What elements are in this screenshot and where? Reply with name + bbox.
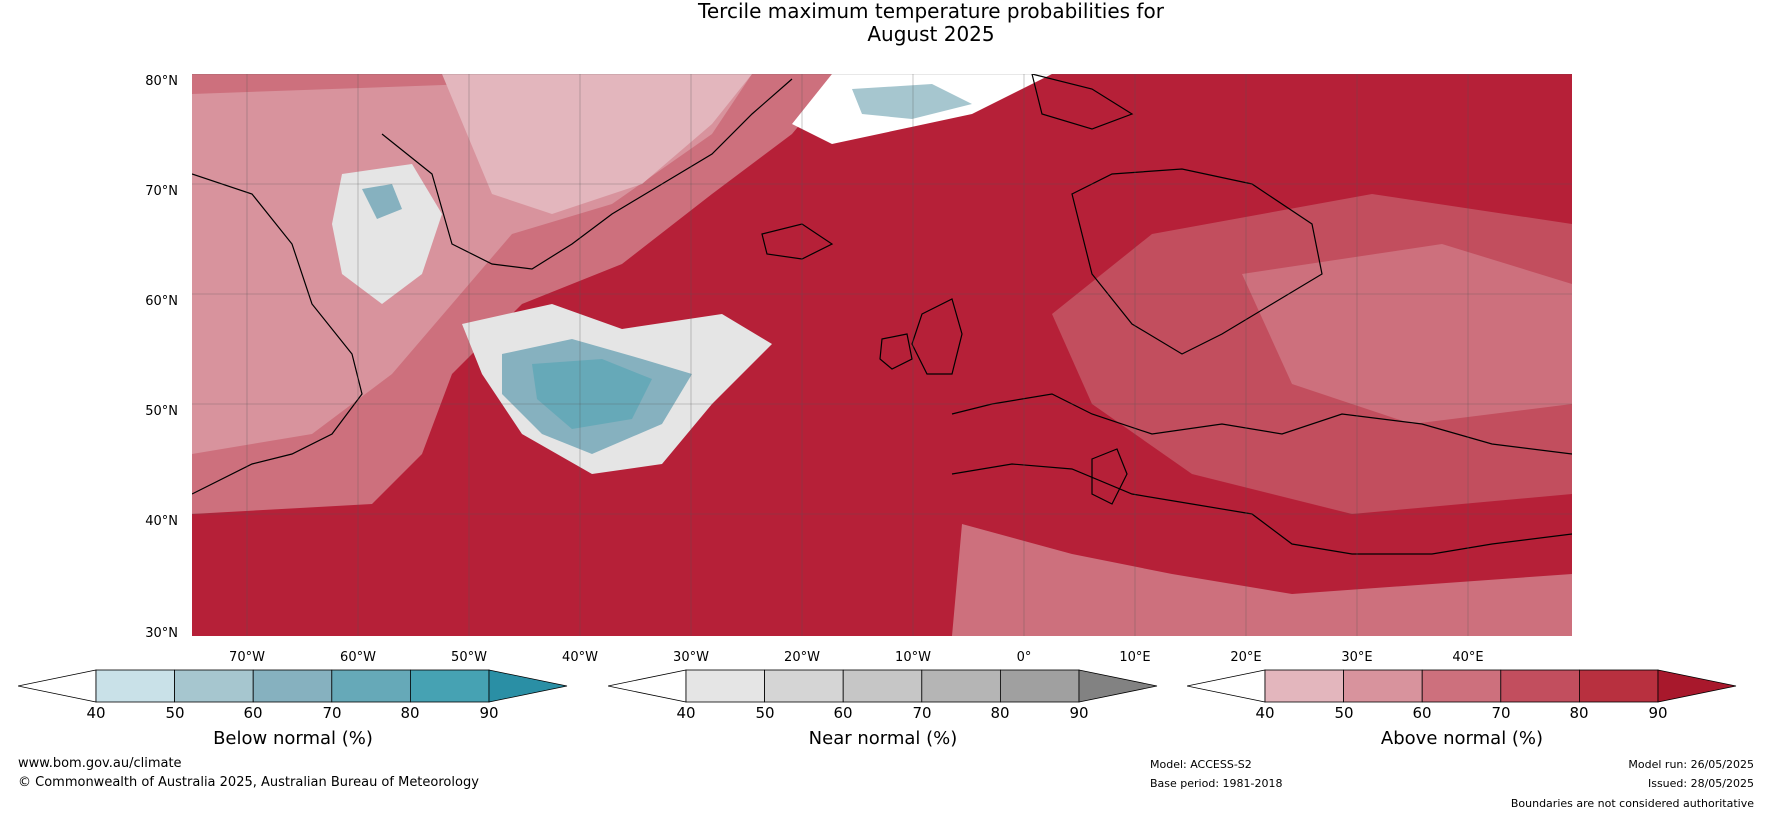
map-zone-below-arctic xyxy=(852,84,972,119)
colorbar-swatch xyxy=(842,669,923,703)
map-title: Tercile maximum temperature probabilitie… xyxy=(0,0,1770,46)
map-zone-near-normal-2 xyxy=(332,164,442,304)
lon-label-40e: 40°E xyxy=(1452,650,1484,665)
colorbar-above-normal: 40 50 60 70 80 90 Above normal (%) xyxy=(1186,668,1737,758)
lon-label-30w: 30°W xyxy=(673,650,709,665)
colorbar-near-label: Near normal (%) xyxy=(808,728,958,749)
lon-label-70w: 70°W xyxy=(229,650,265,665)
colorbar-above-label: Above normal (%) xyxy=(1380,728,1544,749)
colorbar-near-tick-70: 70 xyxy=(912,704,932,722)
forecast-map xyxy=(192,74,1572,636)
colorbar-swatch xyxy=(1264,669,1344,703)
colorbar-above-tick-50: 50 xyxy=(1334,704,1354,722)
colorbar-below-normal: 40 50 60 70 80 90 Below normal (%) xyxy=(17,668,568,758)
colorbar-below-tick-70: 70 xyxy=(322,704,342,722)
issued-text: Issued: 28/05/2025 xyxy=(1647,777,1754,790)
colorbar-swatch xyxy=(95,669,175,703)
website-link[interactable]: www.bom.gov.au/climate xyxy=(18,756,182,771)
colorbar-swatch xyxy=(1500,669,1580,703)
lat-label-50n: 50°N xyxy=(145,404,178,419)
lon-label-10w: 10°W xyxy=(895,650,931,665)
disclaimer-text: Boundaries are not considered authoritat… xyxy=(1510,797,1754,810)
colorbar-near-tick-80: 80 xyxy=(990,704,1010,722)
colorbar-above-normal-swatches xyxy=(1186,669,1737,703)
map-zone-above-40 xyxy=(442,74,752,214)
colorbar-swatch xyxy=(1578,669,1659,703)
map-zone-below-80 xyxy=(532,359,652,429)
lon-label-50w: 50°W xyxy=(451,650,487,665)
colorbar-above-tick-70: 70 xyxy=(1491,704,1511,722)
lat-label-80n: 80°N xyxy=(145,74,178,89)
colorbar-above-tick-40: 40 xyxy=(1255,704,1275,722)
colorbar-swatch xyxy=(252,669,333,703)
colorbar-below-tick-80: 80 xyxy=(400,704,420,722)
title-line-1: Tercile maximum temperature probabilitie… xyxy=(698,0,1164,23)
colorbar-near-tick-50: 50 xyxy=(755,704,775,722)
model-text: Model: ACCESS-S2 xyxy=(1150,758,1252,771)
graticule xyxy=(192,74,1572,636)
title-line-2: August 2025 xyxy=(867,22,995,46)
colorbar-swatch xyxy=(999,669,1080,703)
lon-label-40w: 40°W xyxy=(562,650,598,665)
map-canvas xyxy=(192,74,1572,636)
map-zone-africa xyxy=(952,524,1572,636)
colorbar-extension-low xyxy=(17,669,97,703)
map-zone-scandinavia xyxy=(1242,244,1572,424)
colorbar-swatch xyxy=(921,669,1001,703)
lat-label-70n: 70°N xyxy=(145,184,178,199)
colorbar-swatch xyxy=(764,669,844,703)
colorbar-swatch xyxy=(1343,669,1423,703)
colorbar-above-tick-80: 80 xyxy=(1569,704,1589,722)
colorbar-below-normal-swatches xyxy=(17,669,568,703)
lon-label-60w: 60°W xyxy=(340,650,376,665)
lon-label-0: 0° xyxy=(1016,650,1032,665)
colorbar-below-tick-50: 50 xyxy=(165,704,185,722)
lon-label-20e: 20°E xyxy=(1230,650,1262,665)
colorbar-near-normal: 40 50 60 70 80 90 Near normal (%) xyxy=(607,668,1158,758)
map-zone-below-labrador xyxy=(362,184,402,219)
base-period-text: Base period: 1981-2018 xyxy=(1150,777,1283,790)
lat-label-30n: 30°N xyxy=(145,626,178,641)
coastlines xyxy=(192,74,1572,555)
colorbar-near-normal-swatches xyxy=(607,669,1158,703)
colorbar-extension-high xyxy=(488,669,568,703)
colorbar-extension-low xyxy=(1186,669,1266,703)
colorbar-extension-low xyxy=(607,669,687,703)
colorbar-above-tick-60: 60 xyxy=(1412,704,1432,722)
lon-label-10e: 10°E xyxy=(1119,650,1151,665)
colorbar-swatch xyxy=(174,669,254,703)
colorbar-swatch xyxy=(1421,669,1502,703)
colorbar-near-tick-40: 40 xyxy=(676,704,696,722)
colorbar-swatch xyxy=(331,669,411,703)
colorbar-swatch xyxy=(685,669,765,703)
lon-label-20w: 20°W xyxy=(784,650,820,665)
colorbar-above-tick-90: 90 xyxy=(1648,704,1668,722)
colorbar-below-tick-40: 40 xyxy=(86,704,106,722)
colorbar-below-tick-60: 60 xyxy=(243,704,263,722)
colorbar-swatch xyxy=(409,669,490,703)
colorbar-below-tick-90: 90 xyxy=(479,704,499,722)
copyright-text: © Commonwealth of Australia 2025, Austra… xyxy=(18,775,479,790)
colorbar-extension-high xyxy=(1078,669,1158,703)
model-run-text: Model run: 26/05/2025 xyxy=(1628,758,1754,771)
colorbar-below-label: Below normal (%) xyxy=(213,728,373,749)
colorbar-near-tick-60: 60 xyxy=(833,704,853,722)
lat-label-40n: 40°N xyxy=(145,514,178,529)
lon-label-30e: 30°E xyxy=(1341,650,1373,665)
lat-label-60n: 60°N xyxy=(145,294,178,309)
colorbar-extension-high xyxy=(1657,669,1737,703)
colorbar-near-tick-90: 90 xyxy=(1069,704,1089,722)
